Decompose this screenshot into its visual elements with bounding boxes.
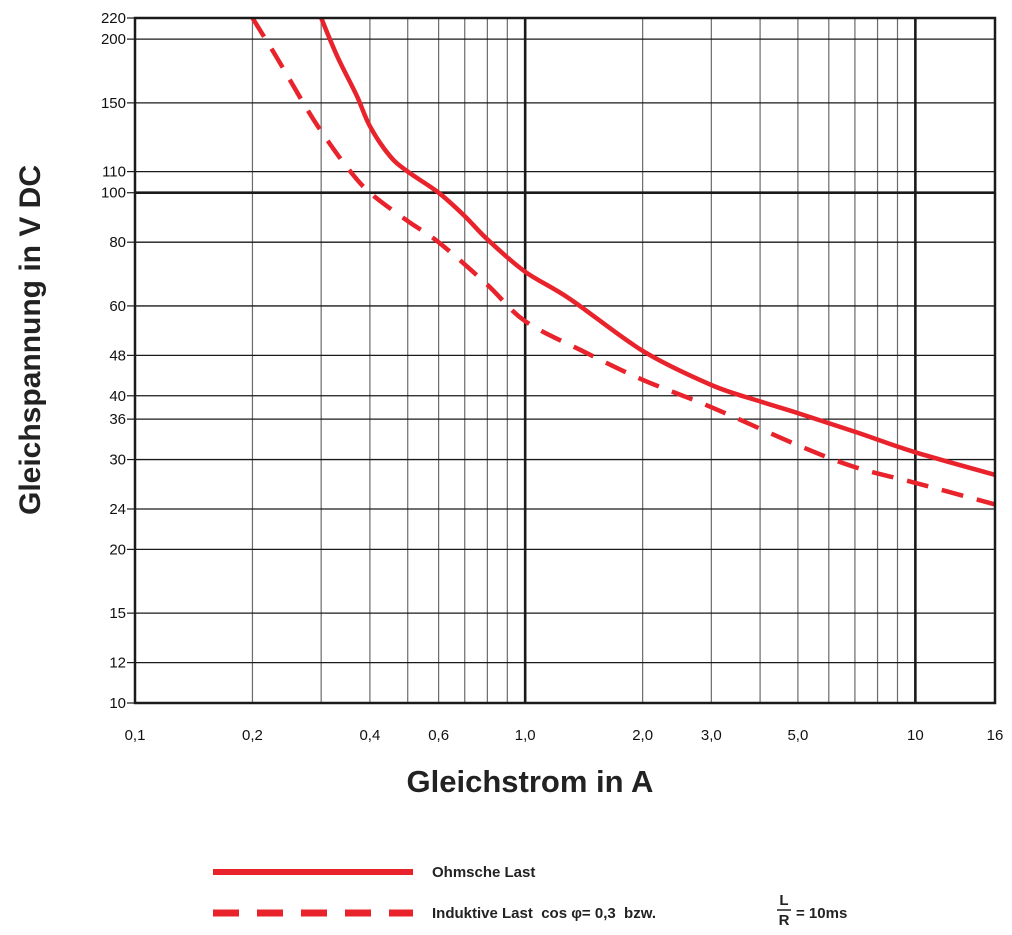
y-tick-label: 200 — [101, 31, 126, 48]
y-tick-label: 80 — [109, 234, 126, 251]
x-tick-label: 0,2 — [242, 727, 263, 744]
x-tick-label: 0,6 — [428, 727, 449, 744]
x-tick-labels: 0,1 0,2 0,4 0,6 1,0 2,0 3,0 5,0 10 16 — [125, 727, 1004, 744]
x-tick-label: 2,0 — [632, 727, 653, 744]
grid — [135, 18, 995, 703]
x-tick-label: 5,0 — [787, 727, 808, 744]
y-tick-label: 12 — [109, 655, 126, 672]
y-tick-label: 48 — [109, 347, 126, 364]
y-tick-label: 100 — [101, 185, 126, 202]
y-tick-label: 10 — [109, 695, 126, 712]
legend: Ohmsche Last Induktive Last cos φ= 0,3 b… — [213, 864, 847, 929]
x-tick-label: 10 — [907, 727, 924, 744]
series-line-ohmsche — [319, 17, 996, 477]
y-tick-label: 36 — [109, 411, 126, 428]
legend-label-induktive: Induktive Last cos φ= 0,3 bzw. — [432, 905, 656, 922]
x-tick-label: 0,1 — [125, 727, 146, 744]
y-tick-label: 220 — [101, 10, 126, 27]
plot-frame — [133, 16, 997, 705]
y-tick-labels: 10 12 15 20 24 30 36 40 48 60 80 100 110 150 200 220 — [101, 10, 135, 712]
legend-fraction-denominator: R — [779, 912, 790, 929]
series-group — [250, 16, 996, 507]
y-tick-label: 40 — [109, 388, 126, 405]
y-tick-label: 24 — [109, 501, 126, 518]
y-tick-label: 30 — [109, 452, 126, 469]
x-axis-title: Gleichstrom in A — [407, 764, 654, 799]
y-tick-label: 20 — [109, 541, 126, 558]
y-axis-title: Gleichspannung in V DC — [14, 165, 47, 515]
legend-label-ohmsche: Ohmsche Last — [432, 864, 535, 881]
legend-fraction-numerator: L — [779, 892, 788, 909]
y-tick-label: 110 — [102, 164, 126, 181]
y-tick-label: 15 — [109, 605, 126, 622]
legend-label-suffix: = 10ms — [796, 905, 847, 922]
x-tick-label: 1,0 — [515, 727, 536, 744]
x-tick-label: 3,0 — [701, 727, 722, 744]
x-tick-label: 16 — [987, 727, 1004, 744]
series-line-induktive — [250, 16, 996, 507]
x-tick-label: 0,4 — [359, 727, 380, 744]
y-tick-label: 60 — [109, 298, 126, 315]
y-tick-label: 150 — [101, 95, 126, 112]
